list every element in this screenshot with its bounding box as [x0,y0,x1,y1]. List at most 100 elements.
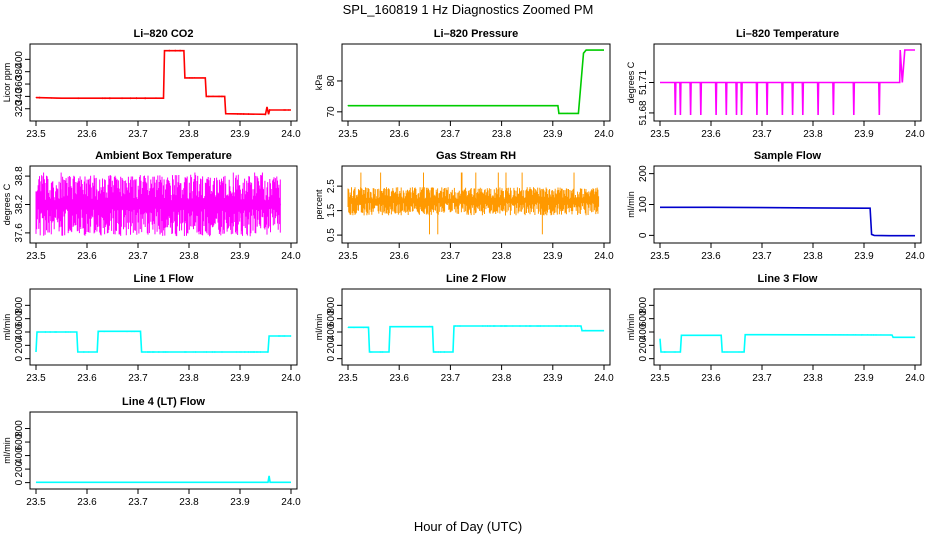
x-tick-label: 23.9 [543,251,563,262]
x-tick-label: 23.7 [128,373,148,384]
x-tick-label: 23.5 [650,129,670,140]
panel-title: Sample Flow [754,150,822,162]
x-tick-label: 23.7 [441,373,461,384]
x-tick-label: 23.9 [230,373,250,384]
series-noise [37,331,291,353]
y-axis-label: ml/min [626,314,636,341]
panel-title: Ambient Box Temperature [95,150,232,162]
panel-title: Line 4 (LT) Flow [122,396,205,408]
x-tick-label: 23.8 [179,129,199,140]
panel-title: Gas Stream RH [436,150,516,162]
x-tick-label: 23.6 [701,251,721,262]
y-tick-label: 70 [326,106,337,118]
panel-title: Line 3 Flow [758,273,818,285]
x-tick-label: 23.5 [338,129,358,140]
x-tick-label: 23.8 [179,251,199,262]
panel-7: Line 1 Flow ml/min 23.5 23.6 23.7 23.8 23.9 24.… [2,273,301,384]
x-tick-label: 23.9 [854,251,874,262]
x-tick-label: 23.6 [701,373,721,384]
x-tick-label: 23.7 [752,373,772,384]
y-axis-label: kPa [314,75,324,91]
x-tick-label: 23.9 [543,373,563,384]
x-tick-label: 23.9 [854,373,874,384]
x-tick-label: 24.0 [281,129,301,140]
x-tick-label: 23.6 [389,373,409,384]
x-tick-label: 24.0 [281,251,301,262]
x-tick-label: 23.7 [128,129,148,140]
x-tick-label: 23.9 [230,497,250,508]
y-tick-label: 800 [14,297,25,314]
x-tick-label: 23.6 [77,497,97,508]
x-tick-label: 23.7 [441,251,461,262]
y-tick-label: 38.2 [14,194,25,214]
y-axis-label: ml/min [314,314,324,341]
x-tick-label: 23.6 [77,129,97,140]
y-tick-label: 800 [14,420,25,437]
x-tick-label: 23.6 [389,129,409,140]
series-noise [348,325,604,353]
series-line [660,335,915,352]
x-tick-label: 24.0 [281,497,301,508]
x-tick-label: 23.8 [179,497,199,508]
series-noise [661,334,915,353]
x-tick-label: 23.7 [128,497,148,508]
plot-frame [654,166,921,243]
x-tick-label: 23.8 [492,251,512,262]
x-tick-label: 23.5 [26,373,46,384]
y-tick-label: 37.6 [14,223,25,243]
series-line [660,50,915,115]
x-tick-label: 23.6 [77,251,97,262]
x-tick-label: 23.7 [752,251,772,262]
y-tick-label: 0.5 [326,228,337,242]
y-tick-label: 100 [638,196,649,213]
series-line [36,476,291,482]
y-axis-label: Licor ppm [2,63,12,103]
panel-title: Li–820 CO2 [134,28,194,40]
x-tick-label: 23.7 [128,251,148,262]
y-axis-label: ml/min [2,437,12,464]
y-tick-label: 2.5 [326,179,337,193]
series-band [36,175,280,237]
series-noise [660,207,915,236]
x-tick-label: 24.0 [281,373,301,384]
x-tick-label: 23.6 [701,129,721,140]
x-tick-label: 23.7 [752,129,772,140]
plot-frame [342,289,610,365]
panel-title: Line 1 Flow [134,273,194,285]
x-tick-label: 23.8 [803,251,823,262]
figure-xlabel: Hour of Day (UTC) [414,519,522,534]
y-tick-label: 800 [326,297,337,314]
x-tick-label: 24.0 [905,129,925,140]
y-axis-label: ml/min [2,314,12,341]
y-tick-label: 0 [638,232,649,238]
panel-9: Line 3 Flow ml/min 23.5 23.6 23.7 23.8 23.9 24.… [626,273,925,384]
x-tick-label: 23.8 [803,129,823,140]
x-tick-label: 23.9 [230,251,250,262]
series-line [660,207,915,235]
x-tick-label: 23.9 [543,129,563,140]
y-tick-label: 0 [14,355,25,361]
series-noise [348,50,603,114]
plot-frame [30,412,297,489]
figure-title: SPL_160819 1 Hz Diagnostics Zoomed PM [343,2,594,17]
x-tick-label: 23.8 [179,373,199,384]
x-tick-label: 23.5 [338,373,358,384]
x-tick-label: 23.9 [854,129,874,140]
panel-title: Li–820 Temperature [736,28,839,40]
x-tick-label: 23.6 [77,373,97,384]
x-tick-label: 24.0 [594,373,614,384]
plot-frame [342,44,610,121]
panel-title: Line 2 Flow [446,273,506,285]
x-tick-label: 23.5 [650,373,670,384]
x-tick-label: 24.0 [594,251,614,262]
x-tick-label: 23.8 [803,373,823,384]
x-tick-label: 24.0 [905,373,925,384]
